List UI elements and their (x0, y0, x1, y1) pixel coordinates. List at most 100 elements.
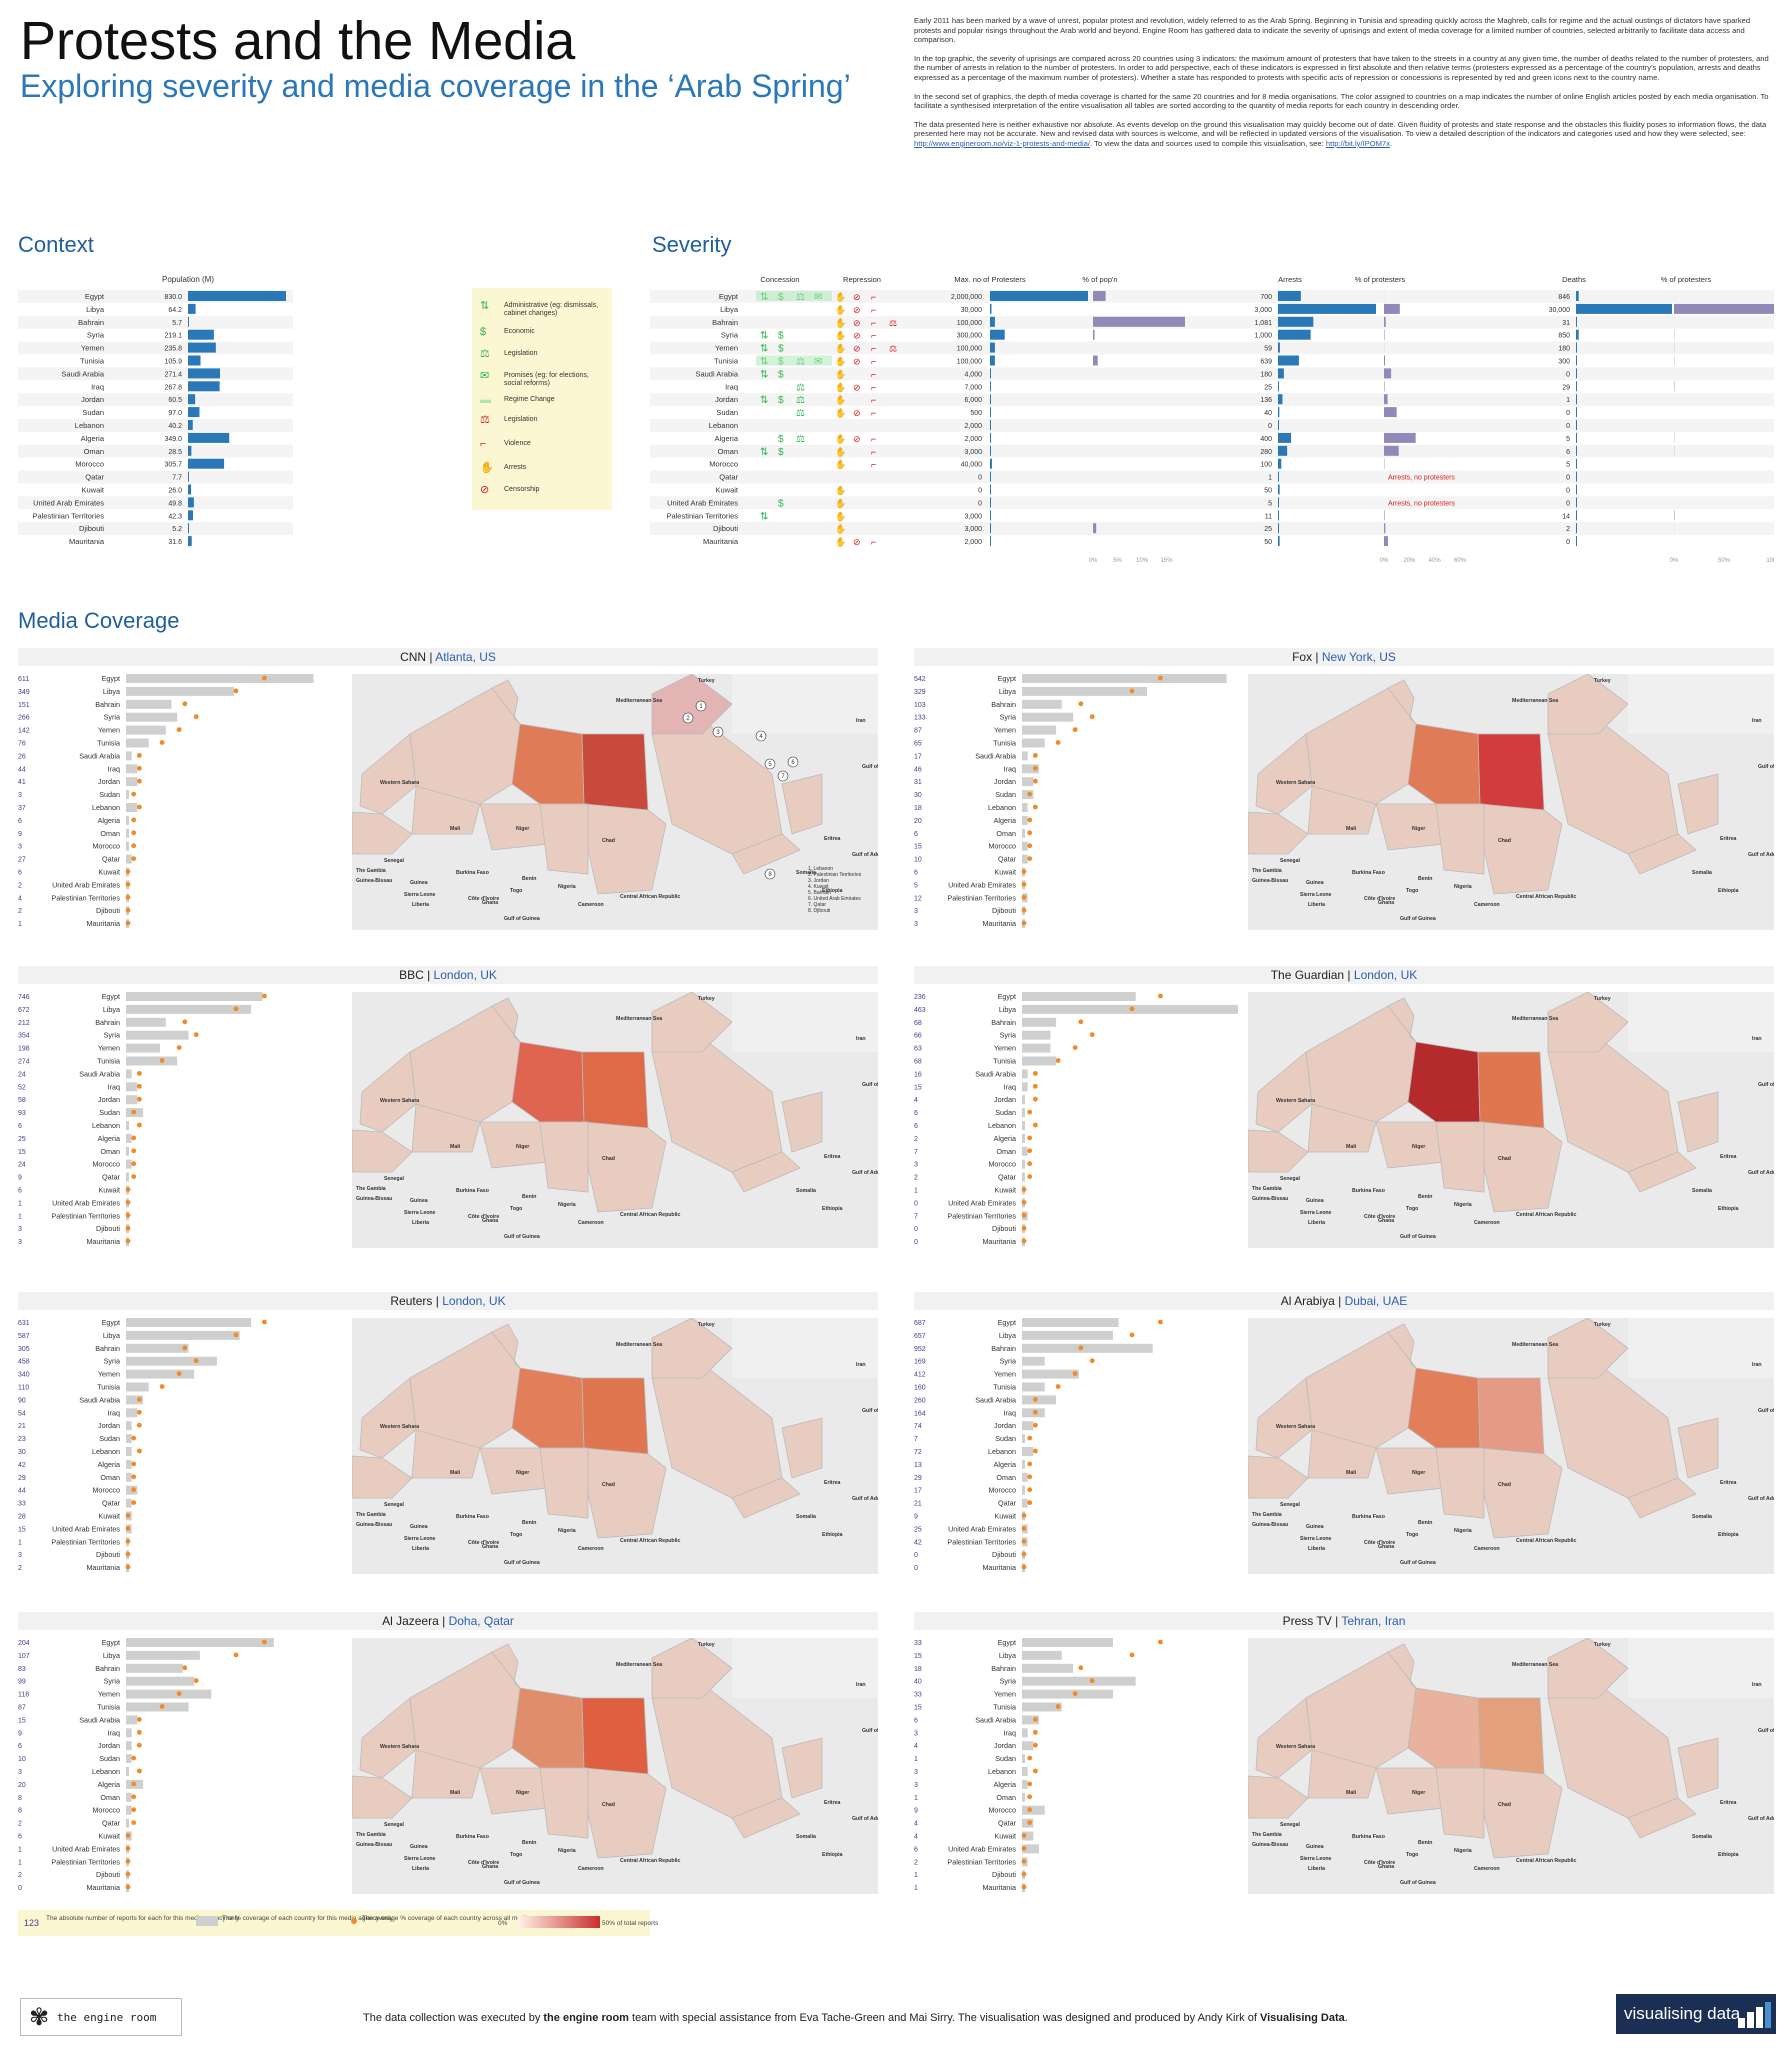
protesters-value-label: 0 (978, 488, 982, 495)
severity-axis-tick: 15% (1161, 558, 1174, 564)
protesters-value-label: 0 (978, 475, 982, 482)
context-value-label: 31.6 (168, 539, 182, 546)
media-average-dot (1032, 1422, 1038, 1428)
map-label: Nigeria (558, 1528, 576, 1534)
media-country-label: Iraq (108, 1082, 120, 1091)
map-label: Iran (1752, 1362, 1762, 1368)
context-bar (188, 303, 196, 314)
media-share-bar (1022, 674, 1227, 683)
severity-axis-tick: 5% (1113, 558, 1122, 564)
media-country-label: Saudi Arabia (975, 1395, 1016, 1404)
media-average-dot (182, 701, 188, 707)
media-value-label: 1 (18, 1539, 22, 1546)
media-value-label: 7 (914, 1149, 918, 1156)
context-bar (188, 497, 194, 508)
map-mauritania (1248, 1129, 1309, 1173)
media-country-label: Qatar (998, 1173, 1017, 1182)
media-value-label: 15 (18, 1526, 26, 1533)
media-value-label: 9 (18, 1730, 22, 1737)
media-average-dot (1021, 1212, 1027, 1218)
severity-chart: Concession Repression Max. no of Protester… (650, 275, 1774, 564)
map-egypt (581, 1377, 649, 1455)
severity-country-label: Tunisia (714, 357, 739, 366)
media-value-label: 17 (914, 1488, 922, 1495)
media-map: Turkey Mediterranean Sea Iran Western Sahar… (352, 1318, 878, 1574)
media-average-dot (1032, 1742, 1038, 1748)
media-share-bar (1022, 1095, 1025, 1105)
media-value-label: 0 (914, 1239, 918, 1246)
map-label: Ghana (1378, 1544, 1394, 1550)
map-label: Mediterranean Sea (1512, 698, 1558, 704)
map-label: Mali (450, 1470, 461, 1476)
media-country-label: Algeria (994, 816, 1016, 825)
media-average-dot (1021, 1513, 1027, 1518)
protesters-bar (990, 303, 992, 314)
section-media-title: Media Coverage (18, 608, 180, 633)
media-value-label: 41 (18, 779, 26, 786)
media-average-dot (1129, 1652, 1135, 1658)
map-key-number: 5 (768, 762, 772, 768)
legend-item-label: Regime Change (504, 396, 555, 403)
media-value-label: 6 (914, 870, 918, 877)
map-niger (479, 1121, 549, 1169)
media-country-label: Djibouti (96, 1870, 120, 1879)
context-value-label: 105.9 (164, 359, 182, 366)
map-label: Cameroon (578, 902, 604, 908)
media-value-label: 27 (18, 857, 26, 864)
severity-country-label: Djibouti (713, 524, 738, 533)
map-label: Guinea (1306, 1844, 1324, 1850)
deaths-value-label: 0 (1566, 488, 1570, 495)
map-label: Ethiopia (1718, 888, 1739, 894)
map-mali (411, 1429, 481, 1479)
media-average-dot (125, 1871, 131, 1877)
context-bar (188, 342, 216, 353)
deaths-value-label: 180 (1558, 346, 1570, 353)
map-chad (1435, 803, 1485, 875)
deaths-value-label: 0 (1566, 539, 1570, 546)
media-average-dot (1032, 1729, 1038, 1735)
media-share-bar (1022, 1715, 1040, 1725)
regime-change-icon: ▬ (480, 394, 491, 406)
severity-column-header: Max. no of Protesters (954, 275, 1026, 284)
map-label: Mali (1346, 1790, 1357, 1796)
severity-row-bg (650, 341, 1774, 355)
media-average-dot (1027, 1435, 1033, 1441)
map-label: Senegal (1280, 1176, 1300, 1182)
map-label: The Gambia (1252, 1832, 1282, 1838)
severity-axis-tick: 100% (1766, 558, 1774, 564)
context-bar (188, 510, 193, 521)
media-value-label: 4 (18, 895, 22, 902)
media-share-bar (126, 1318, 252, 1327)
page-subtitle: Exploring severity and media coverage in… (20, 68, 851, 104)
arrests-value-label: 100 (1260, 462, 1272, 469)
context-value-label: 5.2 (172, 526, 182, 533)
media-share-bar (126, 1754, 132, 1764)
map-label: Iran (1752, 1682, 1762, 1688)
media-average-dot (1021, 1871, 1027, 1877)
media-country-label: Morocco (988, 842, 1016, 851)
deaths-bar (1576, 445, 1577, 456)
media-value-label: 30 (914, 792, 922, 799)
media-average-dot (193, 1032, 199, 1038)
media-average-dot (131, 1148, 137, 1154)
media-panel: The Guardian | London, UK 236 Egypt 463 Liby… (914, 966, 1774, 1266)
link-data[interactable]: http://bit.ly/IPOM7x (1325, 138, 1391, 148)
map-label: Liberia (412, 1866, 429, 1872)
media-country-label: Kuwait (994, 1512, 1016, 1521)
map-label: Niger (516, 1790, 529, 1796)
media-share-bar (126, 699, 172, 709)
map-niger (479, 1767, 549, 1815)
media-country-label: Morocco (988, 1160, 1016, 1169)
media-share-bar (1022, 1017, 1057, 1027)
map-label: Chad (602, 1482, 615, 1488)
media-value-label: 349 (18, 689, 30, 696)
media-average-dot (1032, 1409, 1038, 1415)
link-engineroom[interactable]: http://www.engineroom.no/viz-1-protests-… (914, 138, 1091, 148)
map-key-marker (777, 770, 789, 782)
map-label: Chad (1498, 838, 1511, 844)
media-share-bar (126, 1689, 212, 1699)
media-panel: Al Arabiya | Dubai, UAE 687 Egypt 657 Libya 9… (914, 1292, 1774, 1592)
media-country-label: Egypt (102, 674, 120, 683)
media-average-dot (1027, 1109, 1033, 1115)
deaths-value-label: 5 (1566, 462, 1570, 469)
